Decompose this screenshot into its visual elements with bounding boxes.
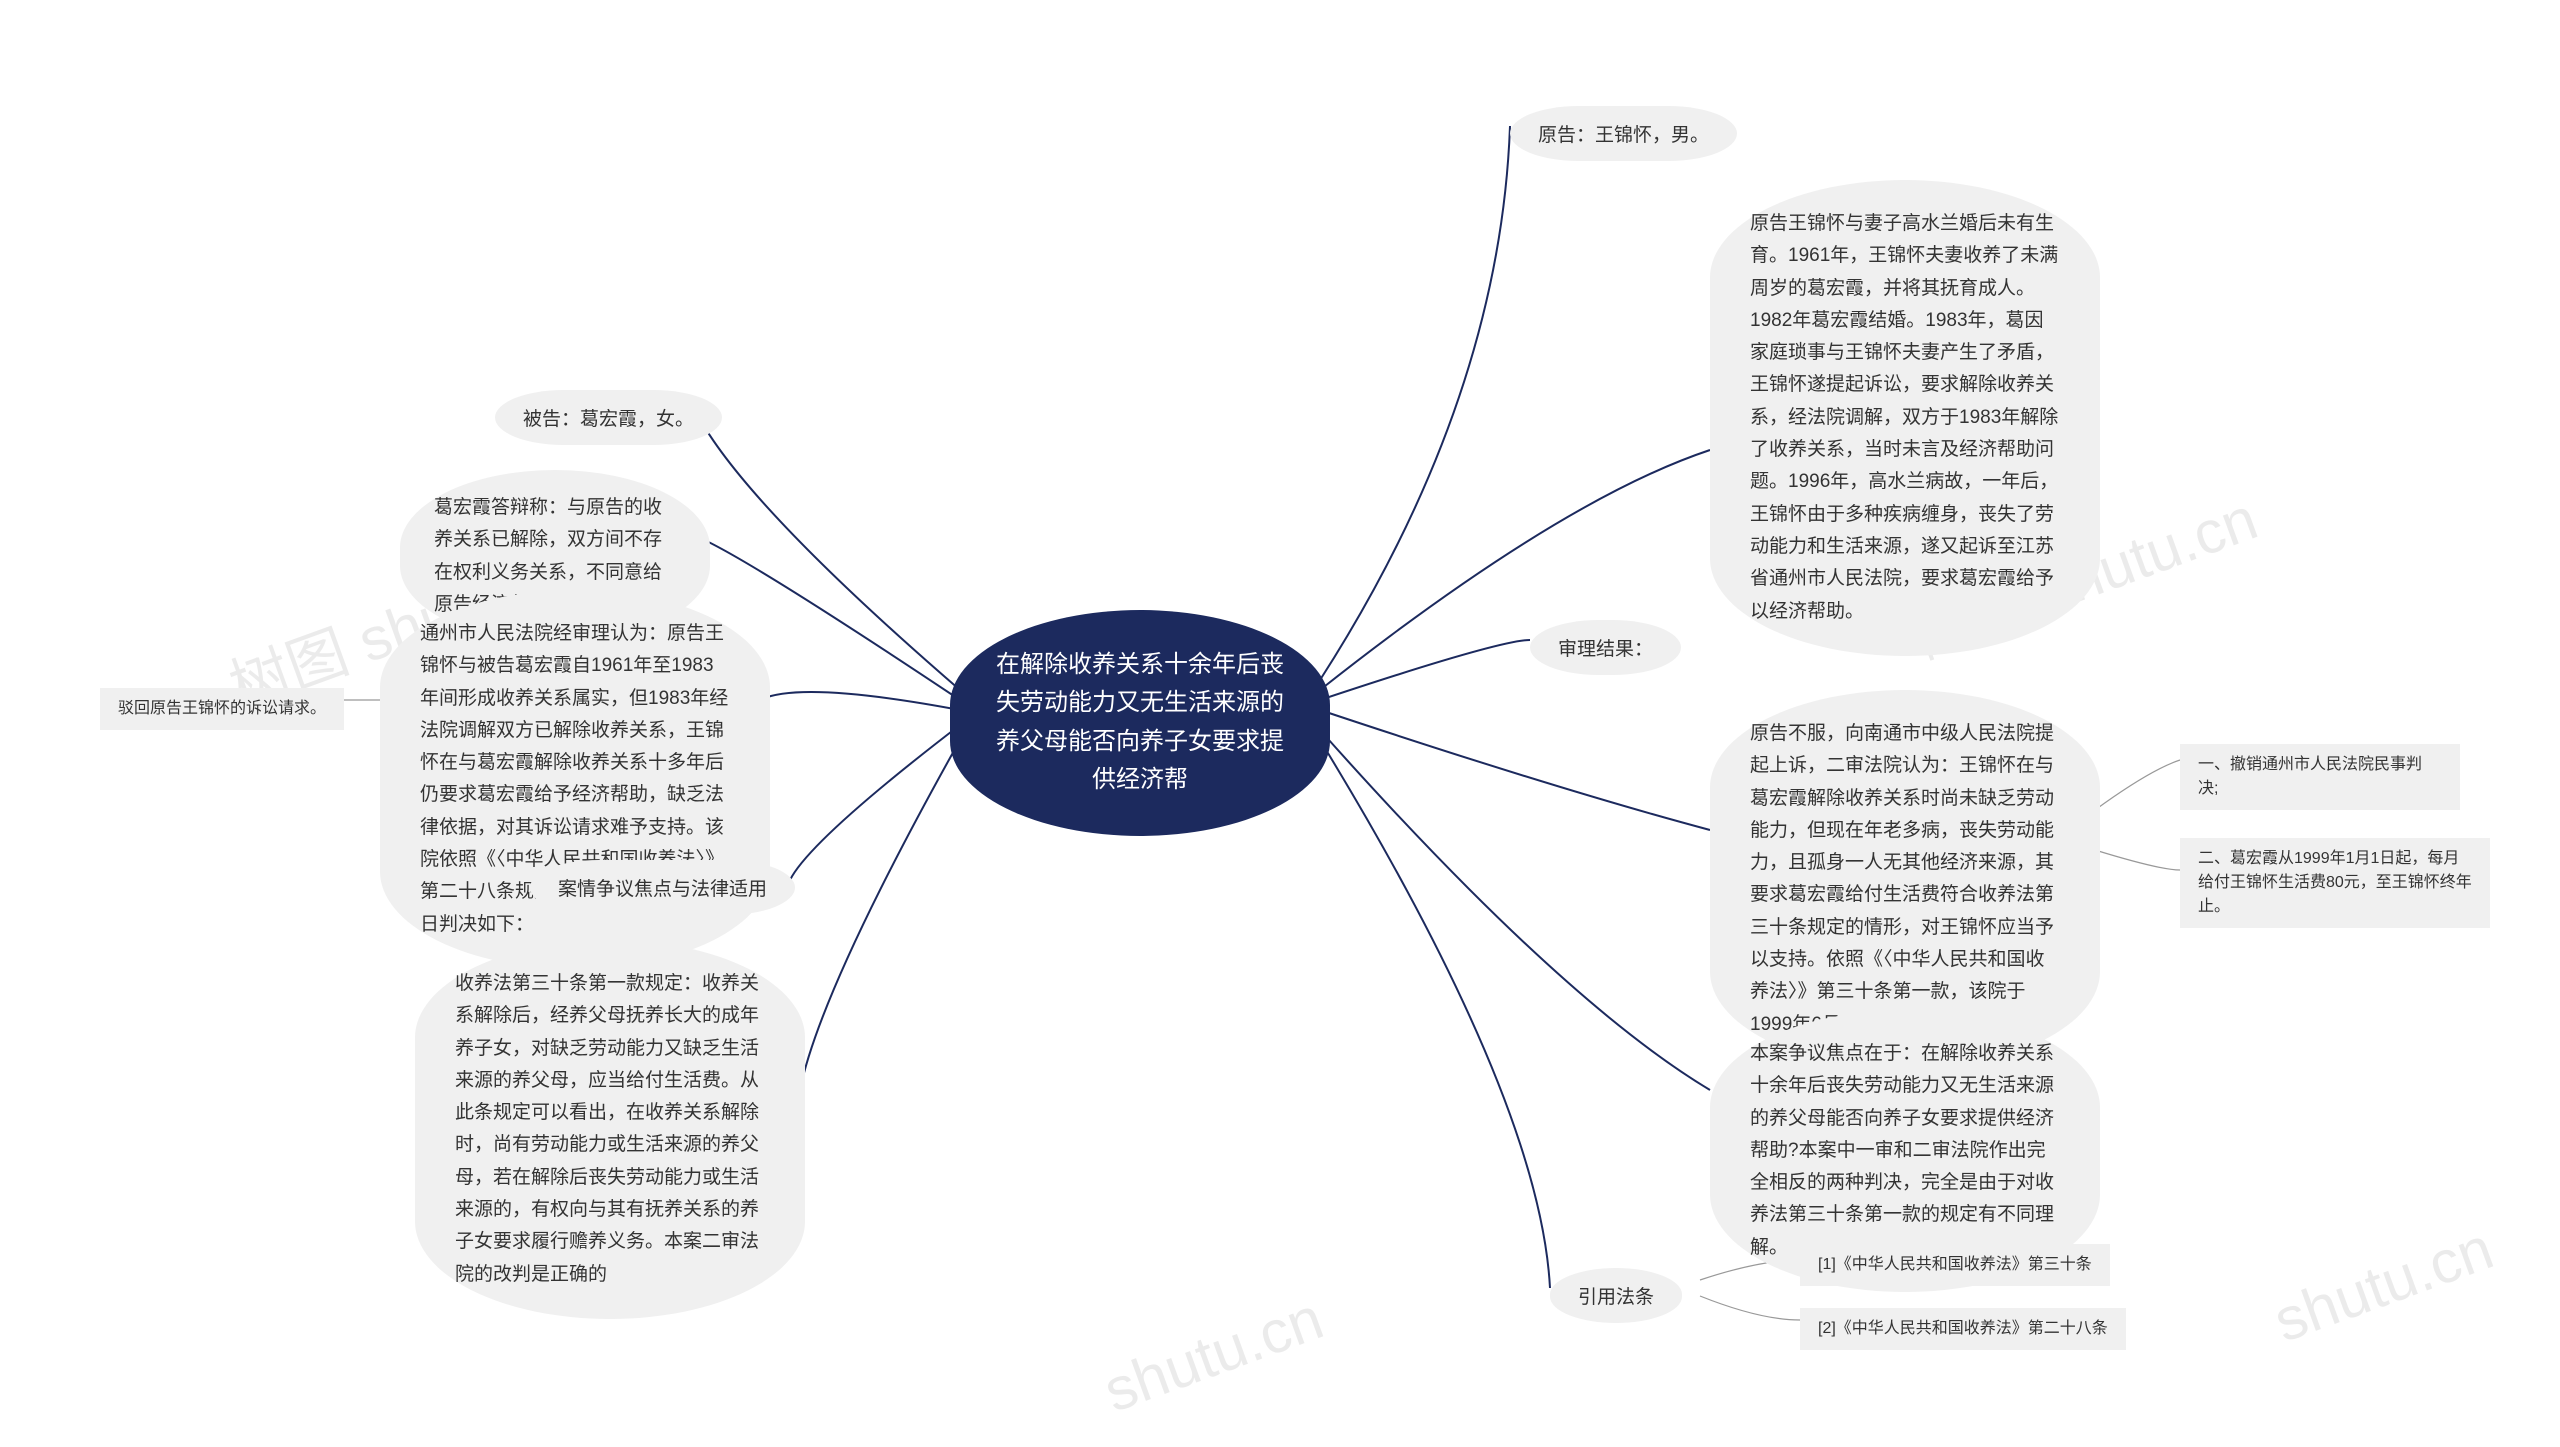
node-defendant: 被告：葛宏霞，女。 [495,390,722,445]
node-appeal-ruling-2: 二、葛宏霞从1999年1月1日起，每月给付王锦怀生活费80元，至王锦怀终年止。 [2180,838,2490,928]
node-facts: 原告王锦怀与妻子高水兰婚后未有生育。1961年，王锦怀夫妻收养了未满周岁的葛宏霞… [1710,180,2100,656]
node-plaintiff: 原告：王锦怀，男。 [1510,106,1737,161]
node-first-ruling: 驳回原告王锦怀的诉讼请求。 [100,688,344,730]
node-citations-label: 引用法条 [1550,1268,1682,1323]
node-law-analysis: 收养法第三十条第一款规定：收养关系解除后，经养父母抚养长大的成年养子女，对缺乏劳… [415,940,805,1319]
node-appeal-ruling-1: 一、撤销通州市人民法院民事判决; [2180,744,2460,810]
center-topic: 在解除收养关系十余年后丧失劳动能力又无生活来源的养父母能否向养子女要求提供经济帮 [950,610,1330,836]
node-citation-2: [2]《中华人民共和国收养法》第二十八条 [1800,1308,2126,1350]
node-result-label: 审理结果： [1530,620,1681,675]
node-citation-1: [1]《中华人民共和国收养法》第三十条 [1800,1244,2110,1286]
node-disputes-label: 案情争议焦点与法律适用 [530,860,795,915]
